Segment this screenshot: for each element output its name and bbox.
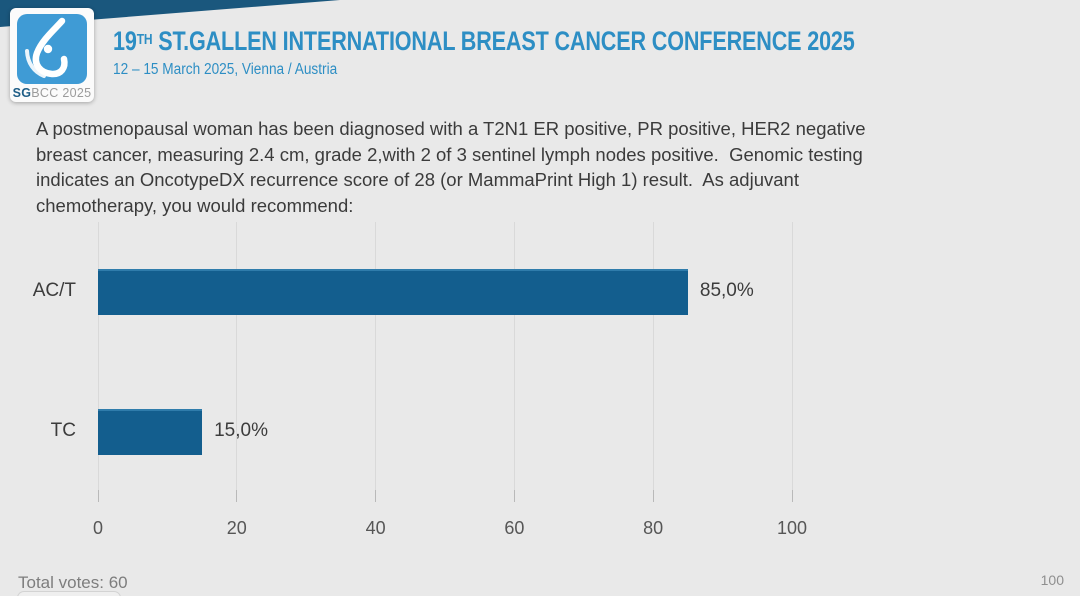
plot-area: 0 20 40 60 80 100 AC/T 85,0% TC 15,0% bbox=[33, 222, 807, 538]
axis-tick-label: 100 bbox=[776, 518, 808, 538]
axis-tick bbox=[97, 490, 99, 502]
title-ordinal: TH bbox=[136, 31, 153, 48]
poll-question: A postmenopausal woman has been diagnose… bbox=[36, 118, 866, 216]
cutoff-popup bbox=[17, 591, 121, 596]
value-label: 15,0% bbox=[214, 420, 268, 441]
conference-title: 19TH ST.GALLEN INTERNATIONAL BREAST CANC… bbox=[113, 26, 855, 57]
gridline bbox=[97, 222, 99, 490]
value-label: 85,0% bbox=[699, 280, 754, 301]
sgbcc-logo: SGBCC 2025 bbox=[10, 8, 94, 102]
conference-subtitle: 12 – 15 March 2025, Vienna / Austria bbox=[113, 61, 338, 78]
title-text: ST.GALLEN INTERNATIONAL BREAST CANCER CO… bbox=[152, 26, 855, 56]
gridline bbox=[791, 222, 793, 490]
axis-tick bbox=[513, 490, 515, 502]
axis-tick-label: 80 bbox=[643, 518, 664, 538]
logo-text-sg: SG bbox=[12, 86, 32, 100]
sgbcc-breast-icon-svg bbox=[25, 17, 68, 78]
axis-tick-label: 40 bbox=[365, 518, 386, 538]
sgbcc-breast-icon bbox=[17, 14, 87, 84]
gridline bbox=[375, 222, 377, 490]
gridline bbox=[513, 222, 515, 490]
axis-tick-label: 20 bbox=[226, 518, 247, 538]
title-number: 19 bbox=[113, 26, 137, 56]
logo-text-year: BCC 2025 bbox=[31, 86, 92, 100]
category-label: TC bbox=[50, 420, 76, 441]
total-votes-label: Total votes: 60 bbox=[18, 573, 128, 592]
axis-tick bbox=[375, 490, 377, 502]
axis-tick bbox=[236, 490, 238, 502]
bar-ac-t bbox=[98, 269, 688, 315]
bar-tc bbox=[98, 409, 203, 455]
sgbcc-logo-text: SGBCC 2025 bbox=[13, 86, 92, 100]
gridline bbox=[236, 222, 238, 490]
axis-tick-label: 0 bbox=[92, 518, 103, 538]
axis-tick bbox=[791, 490, 793, 502]
category-label: AC/T bbox=[32, 280, 76, 301]
gridline bbox=[652, 222, 654, 490]
conference-header: 19TH ST.GALLEN INTERNATIONAL BREAST CANC… bbox=[113, 26, 1040, 79]
slide-page-number: 100 bbox=[1040, 572, 1064, 588]
axis-tick-label: 60 bbox=[504, 518, 525, 538]
axis-tick bbox=[652, 490, 654, 502]
